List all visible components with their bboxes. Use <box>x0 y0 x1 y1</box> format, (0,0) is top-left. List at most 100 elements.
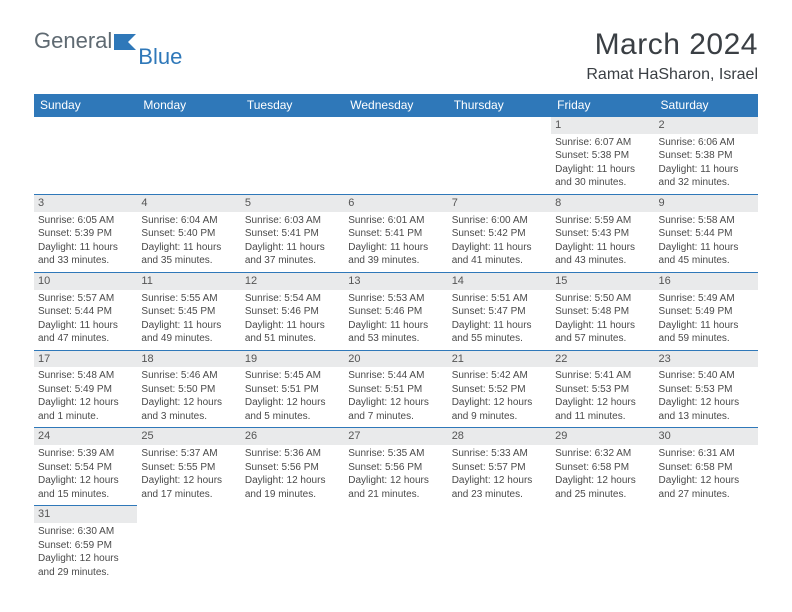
calendar-cell: 31Sunrise: 6:30 AMSunset: 6:59 PMDayligh… <box>34 506 137 583</box>
sunset-text: Sunset: 5:53 PM <box>659 383 754 397</box>
sunrise-text: Sunrise: 5:39 AM <box>38 447 133 461</box>
day-info: Sunrise: 5:36 AMSunset: 5:56 PMDaylight:… <box>245 447 340 501</box>
daylight-text: Daylight: 12 hours and 15 minutes. <box>38 474 133 501</box>
daylight-text: Daylight: 11 hours and 57 minutes. <box>555 319 650 346</box>
calendar-cell: 10Sunrise: 5:57 AMSunset: 5:44 PMDayligh… <box>34 272 137 350</box>
sunrise-text: Sunrise: 5:40 AM <box>659 369 754 383</box>
calendar-cell: 2 Sunrise: 6:06 AMSunset: 5:38 PMDaylight… <box>655 117 758 195</box>
sunset-text: Sunset: 5:50 PM <box>141 383 236 397</box>
calendar-cell: 30Sunrise: 6:31 AMSunset: 6:58 PMDayligh… <box>655 428 758 506</box>
logo-text-general: General <box>34 28 112 54</box>
day-info: Sunrise: 5:33 AMSunset: 5:57 PMDaylight:… <box>452 447 547 501</box>
calendar-cell: 14Sunrise: 5:51 AMSunset: 5:47 PMDayligh… <box>448 272 551 350</box>
day-number: 24 <box>34 428 137 445</box>
calendar-cell <box>551 506 654 583</box>
day-number: 30 <box>655 428 758 445</box>
sunrise-text: Sunrise: 5:46 AM <box>141 369 236 383</box>
sunset-text: Sunset: 5:43 PM <box>555 227 650 241</box>
day-number: 5 <box>241 195 344 212</box>
calendar-cell: 21Sunrise: 5:42 AMSunset: 5:52 PMDayligh… <box>448 350 551 428</box>
sunset-text: Sunset: 5:49 PM <box>38 383 133 397</box>
day-info: Sunrise: 5:54 AMSunset: 5:46 PMDaylight:… <box>245 292 340 346</box>
day-info: Sunrise: 5:49 AMSunset: 5:49 PMDaylight:… <box>659 292 754 346</box>
day-number: 8 <box>551 195 654 212</box>
sunset-text: Sunset: 5:56 PM <box>348 461 443 475</box>
day-number: 31 <box>34 506 137 523</box>
sunrise-text: Sunrise: 5:37 AM <box>141 447 236 461</box>
day-number: 2 <box>655 117 758 134</box>
calendar-cell <box>137 117 240 195</box>
sunset-text: Sunset: 5:48 PM <box>555 305 650 319</box>
day-number: 16 <box>655 273 758 290</box>
daylight-text: Daylight: 12 hours and 5 minutes. <box>245 396 340 423</box>
daylight-text: Daylight: 12 hours and 19 minutes. <box>245 474 340 501</box>
day-info: Sunrise: 6:00 AMSunset: 5:42 PMDaylight:… <box>452 214 547 268</box>
sunrise-text: Sunrise: 5:54 AM <box>245 292 340 306</box>
daylight-text: Daylight: 11 hours and 51 minutes. <box>245 319 340 346</box>
day-info: Sunrise: 6:03 AMSunset: 5:41 PMDaylight:… <box>245 214 340 268</box>
calendar-body: 1 Sunrise: 6:07 AMSunset: 5:38 PMDaylight… <box>34 117 758 584</box>
sunset-text: Sunset: 5:42 PM <box>452 227 547 241</box>
sunrise-text: Sunrise: 5:57 AM <box>38 292 133 306</box>
calendar-cell: 8Sunrise: 5:59 AMSunset: 5:43 PMDaylight… <box>551 194 654 272</box>
day-number: 1 <box>551 117 654 134</box>
sunrise-text: Sunrise: 6:00 AM <box>452 214 547 228</box>
daylight-text: Daylight: 12 hours and 9 minutes. <box>452 396 547 423</box>
daylight-text: Daylight: 12 hours and 17 minutes. <box>141 474 236 501</box>
calendar-cell: 5 Sunrise: 6:03 AMSunset: 5:41 PMDaylight… <box>241 194 344 272</box>
day-info: Sunrise: 5:44 AMSunset: 5:51 PMDaylight:… <box>348 369 443 423</box>
sunrise-text: Sunrise: 5:53 AM <box>348 292 443 306</box>
sunrise-text: Sunrise: 5:42 AM <box>452 369 547 383</box>
sunset-text: Sunset: 5:52 PM <box>452 383 547 397</box>
calendar-cell <box>34 117 137 195</box>
calendar-cell: 12 Sunrise: 5:54 AMSunset: 5:46 PMDayligh… <box>241 272 344 350</box>
calendar-cell: 17Sunrise: 5:48 AMSunset: 5:49 PMDayligh… <box>34 350 137 428</box>
daylight-text: Daylight: 11 hours and 35 minutes. <box>141 241 236 268</box>
daylight-text: Daylight: 11 hours and 39 minutes. <box>348 241 443 268</box>
day-number: 7 <box>448 195 551 212</box>
day-number: 27 <box>344 428 447 445</box>
calendar-cell: 29Sunrise: 6:32 AMSunset: 6:58 PMDayligh… <box>551 428 654 506</box>
day-number: 9 <box>655 195 758 212</box>
sunset-text: Sunset: 6:58 PM <box>555 461 650 475</box>
day-header: Sunday <box>34 94 137 117</box>
day-header: Friday <box>551 94 654 117</box>
title-block: March 2024 Ramat HaSharon, Israel <box>586 28 758 84</box>
sunset-text: Sunset: 5:55 PM <box>141 461 236 475</box>
calendar-cell: 28Sunrise: 5:33 AMSunset: 5:57 PMDayligh… <box>448 428 551 506</box>
daylight-text: Daylight: 11 hours and 32 minutes. <box>659 163 754 190</box>
sunset-text: Sunset: 5:53 PM <box>555 383 650 397</box>
sunset-text: Sunset: 5:41 PM <box>245 227 340 241</box>
day-number: 22 <box>551 351 654 368</box>
sunset-text: Sunset: 5:38 PM <box>659 149 754 163</box>
sunset-text: Sunset: 5:57 PM <box>452 461 547 475</box>
day-info: Sunrise: 6:07 AMSunset: 5:38 PMDaylight:… <box>555 136 650 190</box>
day-number: 23 <box>655 351 758 368</box>
daylight-text: Daylight: 12 hours and 11 minutes. <box>555 396 650 423</box>
day-header: Tuesday <box>241 94 344 117</box>
day-number: 12 <box>241 273 344 290</box>
daylight-text: Daylight: 12 hours and 27 minutes. <box>659 474 754 501</box>
calendar-cell: 15Sunrise: 5:50 AMSunset: 5:48 PMDayligh… <box>551 272 654 350</box>
sunrise-text: Sunrise: 6:06 AM <box>659 136 754 150</box>
sunrise-text: Sunrise: 5:44 AM <box>348 369 443 383</box>
daylight-text: Daylight: 11 hours and 49 minutes. <box>141 319 236 346</box>
calendar-row: 1 Sunrise: 6:07 AMSunset: 5:38 PMDaylight… <box>34 117 758 195</box>
day-number: 18 <box>137 351 240 368</box>
daylight-text: Daylight: 11 hours and 30 minutes. <box>555 163 650 190</box>
calendar-cell <box>655 506 758 583</box>
day-info: Sunrise: 5:57 AMSunset: 5:44 PMDaylight:… <box>38 292 133 346</box>
day-info: Sunrise: 5:51 AMSunset: 5:47 PMDaylight:… <box>452 292 547 346</box>
day-number: 3 <box>34 195 137 212</box>
sunset-text: Sunset: 5:51 PM <box>348 383 443 397</box>
day-number: 17 <box>34 351 137 368</box>
location-label: Ramat HaSharon, Israel <box>586 66 758 84</box>
calendar-row: 31Sunrise: 6:30 AMSunset: 6:59 PMDayligh… <box>34 506 758 583</box>
daylight-text: Daylight: 12 hours and 23 minutes. <box>452 474 547 501</box>
day-info: Sunrise: 5:40 AMSunset: 5:53 PMDaylight:… <box>659 369 754 423</box>
sunrise-text: Sunrise: 5:33 AM <box>452 447 547 461</box>
calendar-cell: 7 Sunrise: 6:00 AMSunset: 5:42 PMDaylight… <box>448 194 551 272</box>
sunset-text: Sunset: 5:44 PM <box>659 227 754 241</box>
sunrise-text: Sunrise: 5:49 AM <box>659 292 754 306</box>
day-header: Saturday <box>655 94 758 117</box>
